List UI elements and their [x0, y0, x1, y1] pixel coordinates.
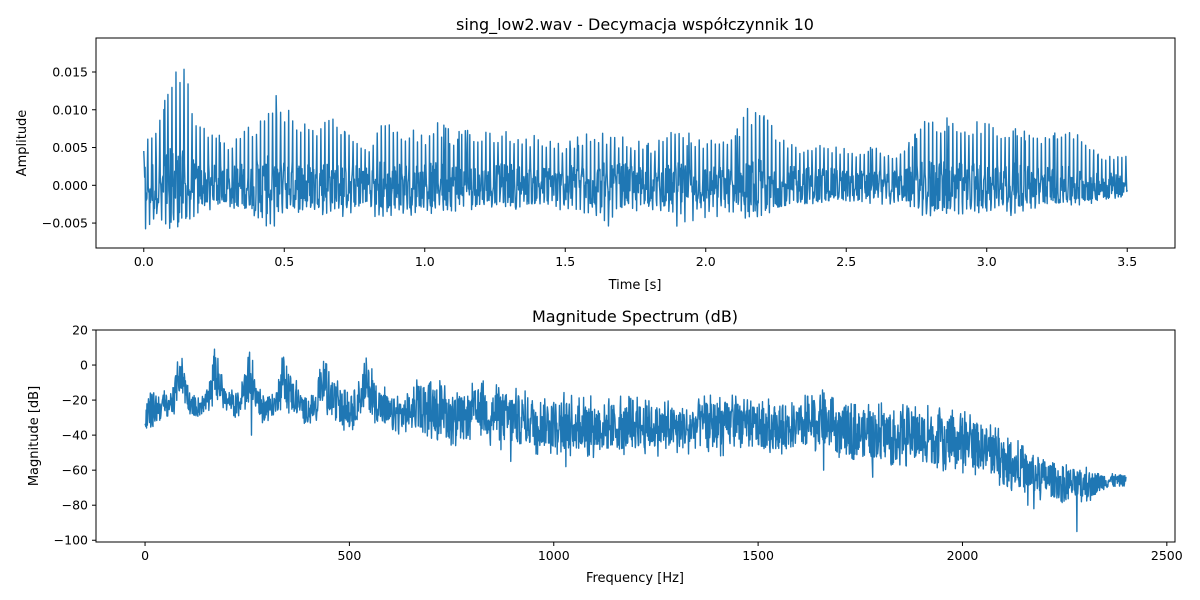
y-tick-label: −20 [62, 393, 88, 408]
spectrum-axes-frame [95, 329, 1176, 543]
y-tick-label: 0.005 [52, 140, 88, 155]
waveform-series-line [143, 68, 1128, 230]
waveform-plot-area: 0.0 0.5 1.0 1.5 2.0 2.5 3.0 3.5 −0.005 0.000 0.005… [42, 37, 1176, 269]
x-tick-label: 2.0 [696, 254, 716, 269]
spectrum-series-line [144, 348, 1127, 533]
spectrum-y-label: Magnitude [dB] [27, 386, 42, 486]
y-tick-label: −80 [62, 498, 88, 513]
waveform-y-label: Amplitude [15, 110, 30, 177]
x-tick-label: 1500 [742, 548, 774, 563]
y-tick-label: 20 [72, 323, 88, 338]
spectrum-title: Magnitude Spectrum (dB) [532, 307, 738, 326]
spectrum-panel: Magnitude Spectrum (dB) 0 500 1000 1500 2000… [27, 307, 1183, 586]
spectrum-plot-area: 0 500 1000 1500 2000 2500 −100 −80 −60 −40 −20 0 20 [54, 323, 1183, 564]
y-tick-label: −0.005 [42, 216, 88, 231]
x-tick-label: 3.0 [977, 254, 997, 269]
x-tick-label: 2000 [947, 548, 979, 563]
x-tick-label: 0.5 [274, 254, 294, 269]
x-tick-label: 0.0 [134, 254, 154, 269]
spectrum-x-label: Frequency [Hz] [586, 571, 684, 586]
y-tick-label: 0.015 [52, 64, 88, 79]
waveform-panel: sing_low2.wav - Decymacja współczynnik 1… [15, 15, 1176, 293]
x-tick-label: 500 [337, 548, 361, 563]
waveform-x-label: Time [s] [608, 278, 662, 293]
waveform-title: sing_low2.wav - Decymacja współczynnik 1… [456, 15, 814, 35]
x-tick-label: 1.0 [415, 254, 435, 269]
x-tick-label: 3.5 [1117, 254, 1137, 269]
x-tick-label: 0 [141, 548, 149, 563]
x-tick-label: 2500 [1151, 548, 1183, 563]
y-tick-label: −40 [62, 428, 88, 443]
x-tick-label: 2.5 [836, 254, 856, 269]
waveform-axes-frame [95, 37, 1176, 249]
y-tick-label: −60 [62, 463, 88, 478]
y-tick-label: 0.010 [52, 102, 88, 117]
x-tick-label: 1.5 [555, 254, 575, 269]
x-tick-label: 1000 [538, 548, 570, 563]
y-tick-label: −100 [54, 533, 88, 548]
y-tick-label: 0.000 [52, 178, 88, 193]
y-tick-label: 0 [80, 358, 88, 373]
